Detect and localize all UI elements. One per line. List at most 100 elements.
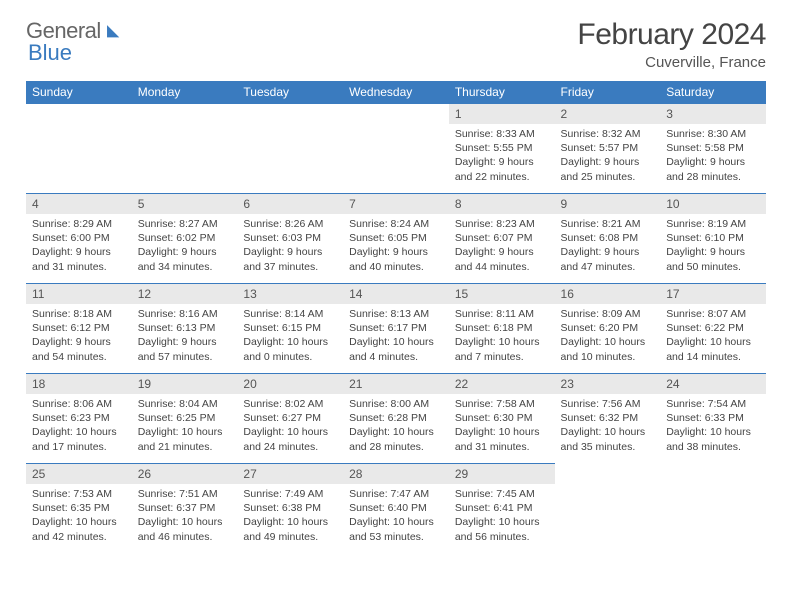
day-details: Sunrise: 8:07 AMSunset: 6:22 PMDaylight:…	[660, 304, 766, 367]
day-cell: 28Sunrise: 7:47 AMSunset: 6:40 PMDayligh…	[343, 464, 449, 554]
day-number: 26	[132, 464, 238, 484]
day-cell: 1Sunrise: 8:33 AMSunset: 5:55 PMDaylight…	[449, 104, 555, 194]
day-details: Sunrise: 8:26 AMSunset: 6:03 PMDaylight:…	[237, 214, 343, 277]
day-cell: 4Sunrise: 8:29 AMSunset: 6:00 PMDaylight…	[26, 194, 132, 284]
day-number: 4	[26, 194, 132, 214]
day-details: Sunrise: 8:21 AMSunset: 6:08 PMDaylight:…	[555, 214, 661, 277]
day-cell: 14Sunrise: 8:13 AMSunset: 6:17 PMDayligh…	[343, 284, 449, 374]
day-details: Sunrise: 8:29 AMSunset: 6:00 PMDaylight:…	[26, 214, 132, 277]
empty-cell	[132, 104, 238, 194]
day-number: 1	[449, 104, 555, 124]
day-number: 11	[26, 284, 132, 304]
logo-text-2: Blue	[28, 40, 72, 66]
weekday-header: Wednesday	[343, 81, 449, 104]
day-number: 17	[660, 284, 766, 304]
day-details: Sunrise: 8:16 AMSunset: 6:13 PMDaylight:…	[132, 304, 238, 367]
day-cell: 16Sunrise: 8:09 AMSunset: 6:20 PMDayligh…	[555, 284, 661, 374]
logo-icon: ◢	[104, 25, 124, 37]
day-number: 7	[343, 194, 449, 214]
day-cell: 22Sunrise: 7:58 AMSunset: 6:30 PMDayligh…	[449, 374, 555, 464]
day-cell: 13Sunrise: 8:14 AMSunset: 6:15 PMDayligh…	[237, 284, 343, 374]
day-number: 9	[555, 194, 661, 214]
day-cell: 5Sunrise: 8:27 AMSunset: 6:02 PMDaylight…	[132, 194, 238, 284]
day-cell: 15Sunrise: 8:11 AMSunset: 6:18 PMDayligh…	[449, 284, 555, 374]
day-number: 28	[343, 464, 449, 484]
day-number: 23	[555, 374, 661, 394]
calendar-body: 1Sunrise: 8:33 AMSunset: 5:55 PMDaylight…	[26, 104, 766, 554]
day-number: 6	[237, 194, 343, 214]
day-cell: 27Sunrise: 7:49 AMSunset: 6:38 PMDayligh…	[237, 464, 343, 554]
weekday-header: Tuesday	[237, 81, 343, 104]
day-details: Sunrise: 8:19 AMSunset: 6:10 PMDaylight:…	[660, 214, 766, 277]
empty-cell	[237, 104, 343, 194]
day-cell: 10Sunrise: 8:19 AMSunset: 6:10 PMDayligh…	[660, 194, 766, 284]
day-details: Sunrise: 7:54 AMSunset: 6:33 PMDaylight:…	[660, 394, 766, 457]
day-number: 22	[449, 374, 555, 394]
weekday-header: Saturday	[660, 81, 766, 104]
day-number: 29	[449, 464, 555, 484]
day-details: Sunrise: 8:00 AMSunset: 6:28 PMDaylight:…	[343, 394, 449, 457]
empty-cell	[660, 464, 766, 554]
day-number: 27	[237, 464, 343, 484]
weekday-header: Sunday	[26, 81, 132, 104]
empty-cell	[555, 464, 661, 554]
day-details: Sunrise: 8:27 AMSunset: 6:02 PMDaylight:…	[132, 214, 238, 277]
empty-cell	[343, 104, 449, 194]
weekday-header: Friday	[555, 81, 661, 104]
day-cell: 8Sunrise: 8:23 AMSunset: 6:07 PMDaylight…	[449, 194, 555, 284]
day-details: Sunrise: 8:18 AMSunset: 6:12 PMDaylight:…	[26, 304, 132, 367]
day-details: Sunrise: 8:04 AMSunset: 6:25 PMDaylight:…	[132, 394, 238, 457]
day-cell: 23Sunrise: 7:56 AMSunset: 6:32 PMDayligh…	[555, 374, 661, 464]
day-cell: 29Sunrise: 7:45 AMSunset: 6:41 PMDayligh…	[449, 464, 555, 554]
day-number: 15	[449, 284, 555, 304]
day-cell: 3Sunrise: 8:30 AMSunset: 5:58 PMDaylight…	[660, 104, 766, 194]
day-number: 20	[237, 374, 343, 394]
day-number: 2	[555, 104, 661, 124]
day-details: Sunrise: 7:47 AMSunset: 6:40 PMDaylight:…	[343, 484, 449, 547]
day-details: Sunrise: 8:06 AMSunset: 6:23 PMDaylight:…	[26, 394, 132, 457]
weekday-header: Thursday	[449, 81, 555, 104]
day-number: 14	[343, 284, 449, 304]
day-number: 18	[26, 374, 132, 394]
day-number: 19	[132, 374, 238, 394]
day-details: Sunrise: 7:53 AMSunset: 6:35 PMDaylight:…	[26, 484, 132, 547]
day-cell: 2Sunrise: 8:32 AMSunset: 5:57 PMDaylight…	[555, 104, 661, 194]
day-cell: 12Sunrise: 8:16 AMSunset: 6:13 PMDayligh…	[132, 284, 238, 374]
day-details: Sunrise: 8:30 AMSunset: 5:58 PMDaylight:…	[660, 124, 766, 187]
day-cell: 6Sunrise: 8:26 AMSunset: 6:03 PMDaylight…	[237, 194, 343, 284]
day-cell: 25Sunrise: 7:53 AMSunset: 6:35 PMDayligh…	[26, 464, 132, 554]
day-cell: 17Sunrise: 8:07 AMSunset: 6:22 PMDayligh…	[660, 284, 766, 374]
day-number: 8	[449, 194, 555, 214]
header: General◢ February 2024 Cuverville, Franc…	[26, 18, 766, 71]
day-cell: 20Sunrise: 8:02 AMSunset: 6:27 PMDayligh…	[237, 374, 343, 464]
day-details: Sunrise: 8:24 AMSunset: 6:05 PMDaylight:…	[343, 214, 449, 277]
day-details: Sunrise: 8:02 AMSunset: 6:27 PMDaylight:…	[237, 394, 343, 457]
day-number: 21	[343, 374, 449, 394]
day-details: Sunrise: 8:11 AMSunset: 6:18 PMDaylight:…	[449, 304, 555, 367]
day-details: Sunrise: 8:33 AMSunset: 5:55 PMDaylight:…	[449, 124, 555, 187]
day-cell: 9Sunrise: 8:21 AMSunset: 6:08 PMDaylight…	[555, 194, 661, 284]
day-number: 10	[660, 194, 766, 214]
title-block: February 2024 Cuverville, France	[577, 18, 766, 71]
empty-cell	[26, 104, 132, 194]
day-cell: 7Sunrise: 8:24 AMSunset: 6:05 PMDaylight…	[343, 194, 449, 284]
day-cell: 21Sunrise: 8:00 AMSunset: 6:28 PMDayligh…	[343, 374, 449, 464]
day-number: 13	[237, 284, 343, 304]
day-number: 5	[132, 194, 238, 214]
day-details: Sunrise: 8:09 AMSunset: 6:20 PMDaylight:…	[555, 304, 661, 367]
day-details: Sunrise: 7:49 AMSunset: 6:38 PMDaylight:…	[237, 484, 343, 547]
day-cell: 26Sunrise: 7:51 AMSunset: 6:37 PMDayligh…	[132, 464, 238, 554]
page-title: February 2024	[577, 18, 766, 52]
calendar-table: SundayMondayTuesdayWednesdayThursdayFrid…	[26, 81, 766, 554]
day-details: Sunrise: 7:51 AMSunset: 6:37 PMDaylight:…	[132, 484, 238, 547]
day-number: 25	[26, 464, 132, 484]
day-details: Sunrise: 7:45 AMSunset: 6:41 PMDaylight:…	[449, 484, 555, 547]
day-details: Sunrise: 8:32 AMSunset: 5:57 PMDaylight:…	[555, 124, 661, 187]
day-cell: 18Sunrise: 8:06 AMSunset: 6:23 PMDayligh…	[26, 374, 132, 464]
weekday-header-row: SundayMondayTuesdayWednesdayThursdayFrid…	[26, 81, 766, 104]
day-details: Sunrise: 8:13 AMSunset: 6:17 PMDaylight:…	[343, 304, 449, 367]
day-number: 12	[132, 284, 238, 304]
day-cell: 11Sunrise: 8:18 AMSunset: 6:12 PMDayligh…	[26, 284, 132, 374]
day-details: Sunrise: 8:14 AMSunset: 6:15 PMDaylight:…	[237, 304, 343, 367]
day-number: 3	[660, 104, 766, 124]
